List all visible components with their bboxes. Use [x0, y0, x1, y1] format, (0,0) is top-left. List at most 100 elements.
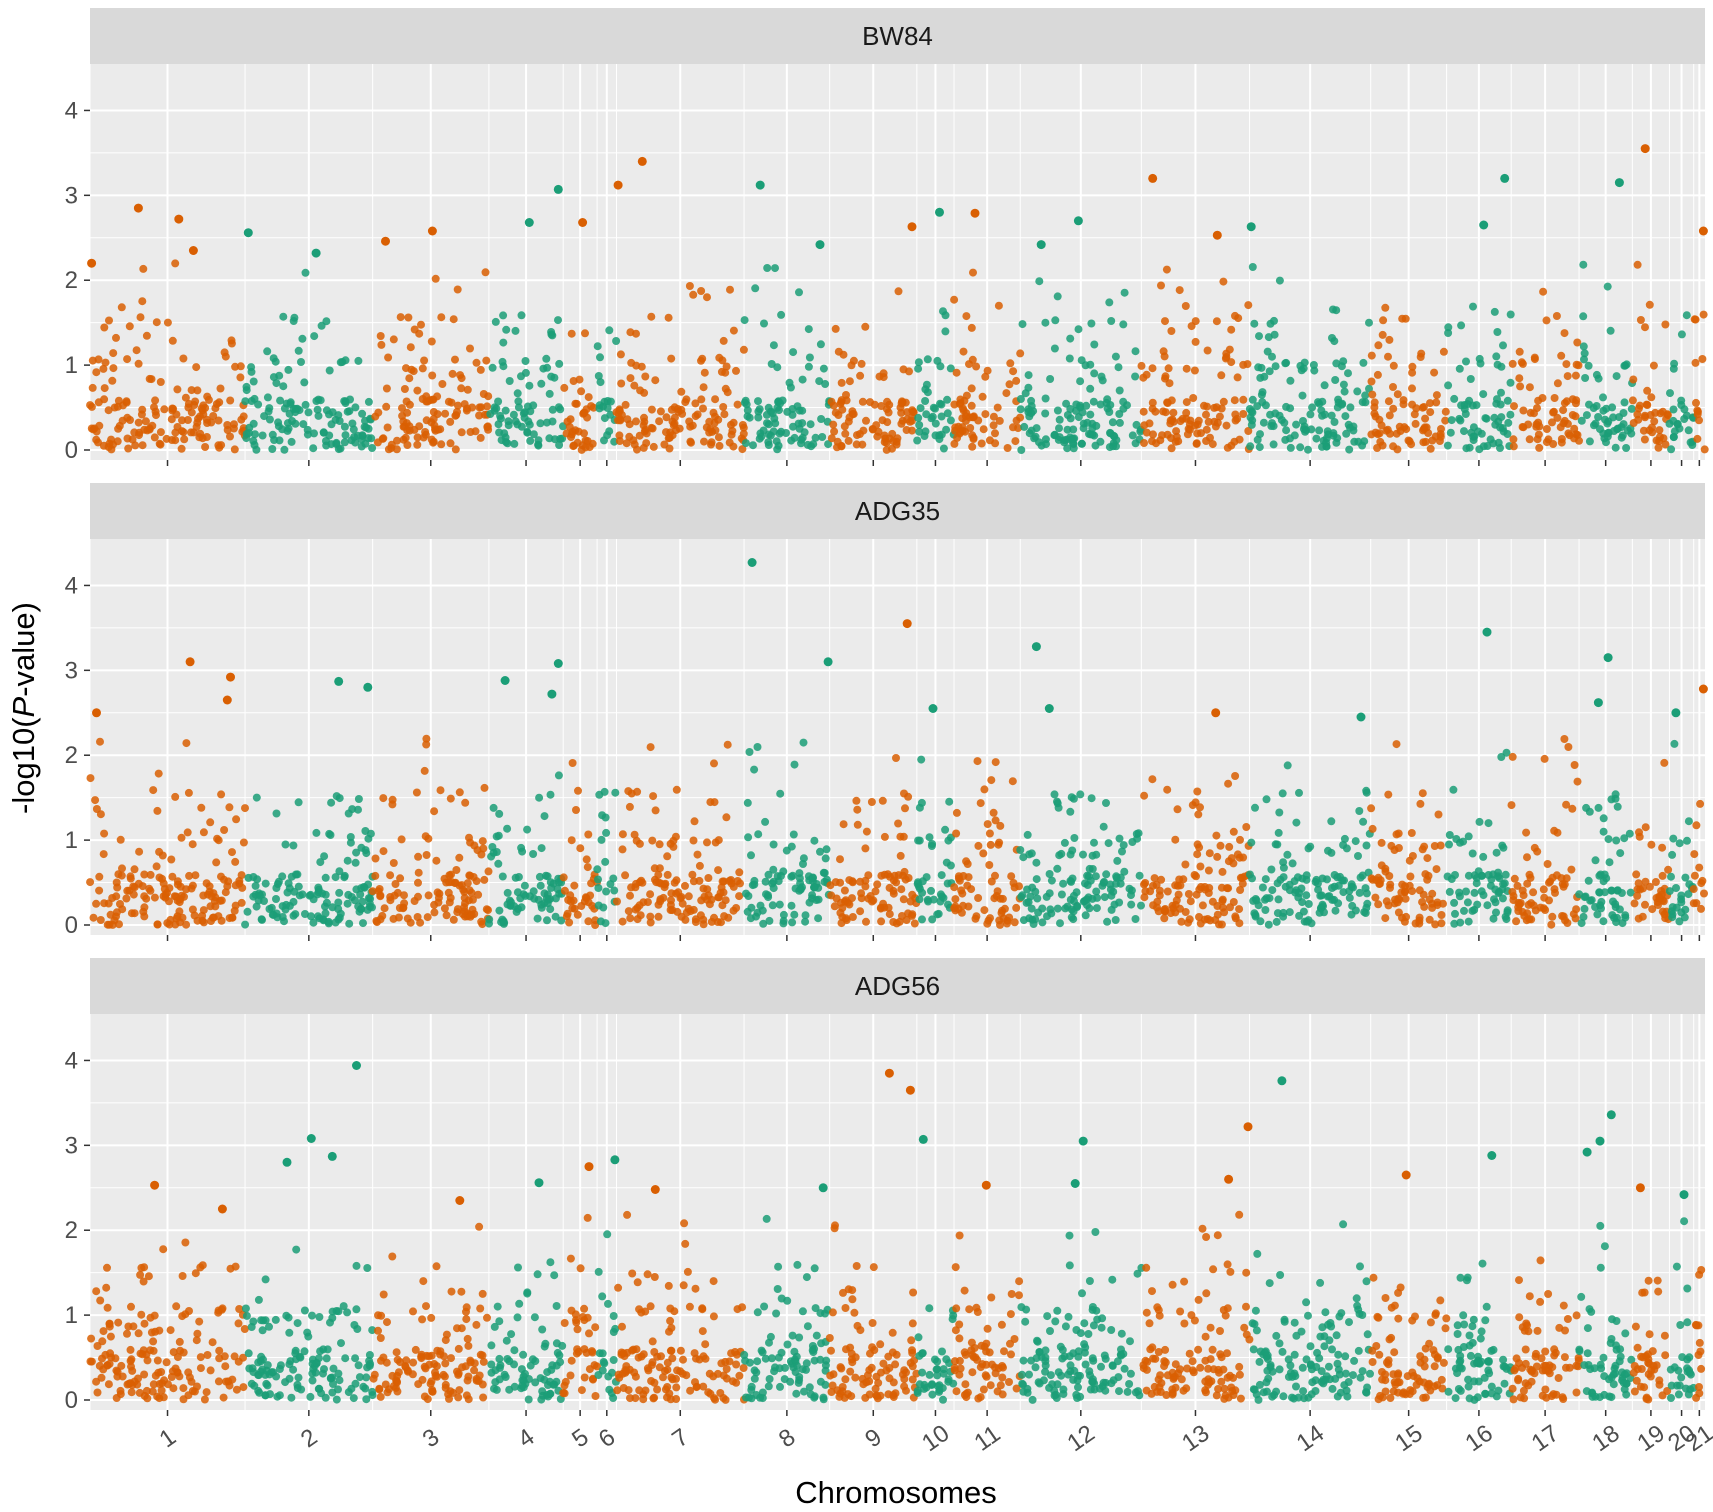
snp-point — [1445, 887, 1454, 896]
snp-point — [774, 441, 783, 450]
snp-point — [1026, 892, 1035, 901]
snp-point — [491, 1366, 500, 1375]
snp-point — [274, 418, 283, 427]
snp-point — [1579, 912, 1588, 921]
snp-point — [747, 1394, 756, 1403]
snp-point — [558, 1341, 567, 1350]
snp-point — [1274, 895, 1283, 904]
snp-point — [1028, 1395, 1037, 1404]
snp-point — [1328, 1345, 1336, 1354]
snp-point — [1154, 1348, 1163, 1356]
snp-point — [1620, 834, 1629, 843]
snp-point — [1585, 437, 1594, 446]
snp-point — [1133, 1269, 1142, 1278]
snp-point — [1464, 917, 1473, 926]
snp-point — [1605, 858, 1614, 867]
snp-point — [396, 874, 405, 883]
facet-title: BW84 — [862, 21, 933, 51]
snp-point — [187, 884, 196, 893]
snp-point — [428, 395, 437, 404]
snp-point — [986, 914, 994, 923]
snp-point — [1658, 843, 1667, 852]
snp-point — [140, 912, 149, 921]
snp-point — [995, 416, 1004, 425]
snp-point — [1355, 807, 1364, 815]
peak-snp-point — [243, 228, 253, 238]
snp-point — [1695, 863, 1704, 872]
snp-point — [1060, 838, 1069, 847]
snp-point — [1283, 850, 1292, 859]
snp-point — [195, 433, 204, 442]
snp-point — [1506, 378, 1515, 387]
snp-point — [1423, 854, 1432, 863]
snp-point — [108, 894, 117, 902]
snp-point — [857, 359, 866, 368]
snp-point — [293, 870, 302, 879]
snp-point — [322, 1354, 331, 1363]
snp-point — [1408, 368, 1417, 377]
snp-point — [329, 1380, 337, 1388]
snp-point — [1097, 1362, 1105, 1371]
snp-point — [1619, 420, 1628, 429]
snp-point — [917, 798, 926, 807]
snp-point — [991, 758, 1000, 767]
snp-point — [159, 892, 168, 901]
snp-point — [432, 1262, 441, 1271]
snp-point — [109, 440, 117, 449]
snp-point — [1607, 886, 1616, 895]
snp-point — [1570, 434, 1579, 443]
snp-point — [938, 1384, 947, 1393]
snp-point — [543, 872, 552, 881]
snp-point — [1542, 438, 1551, 447]
snp-point — [130, 909, 139, 918]
snp-point — [560, 1319, 569, 1327]
snp-point — [780, 1375, 789, 1384]
snp-point — [336, 444, 345, 453]
snp-point — [1375, 879, 1384, 888]
snp-point — [1099, 1378, 1108, 1387]
snp-point — [1051, 316, 1060, 325]
snp-point — [753, 743, 762, 751]
snp-point — [839, 820, 848, 829]
snp-point — [1457, 321, 1466, 330]
snp-point — [1086, 360, 1095, 369]
snp-point — [1399, 396, 1408, 405]
snp-point — [236, 373, 245, 382]
snp-point — [112, 878, 121, 887]
peak-snp-point — [1614, 178, 1624, 188]
snp-point — [92, 1377, 101, 1386]
snp-point — [457, 1287, 466, 1296]
snp-point — [1492, 908, 1500, 917]
snp-point — [1592, 370, 1601, 379]
snp-point — [761, 877, 770, 886]
snp-point — [1370, 398, 1379, 407]
snp-point — [96, 810, 105, 819]
snp-point — [1430, 842, 1439, 850]
snp-point — [1408, 384, 1416, 393]
snp-point — [1244, 427, 1253, 435]
snp-point — [1304, 916, 1313, 925]
snp-point — [1032, 424, 1041, 433]
snp-point — [1418, 898, 1427, 907]
snp-point — [1513, 881, 1522, 890]
snp-point — [968, 442, 977, 451]
snp-point — [1499, 843, 1508, 852]
snp-point — [1225, 842, 1234, 851]
snp-point — [861, 322, 870, 331]
snp-point — [1196, 1363, 1205, 1372]
snp-point — [1681, 873, 1690, 882]
snp-point — [315, 1313, 324, 1321]
snp-point — [967, 1346, 976, 1355]
snp-point — [758, 1348, 767, 1357]
snp-point — [1436, 430, 1445, 438]
snp-point — [548, 405, 557, 414]
snp-point — [729, 442, 738, 451]
peak-snp-point — [222, 695, 232, 705]
snp-point — [612, 337, 621, 345]
snp-point — [1081, 1360, 1090, 1369]
snp-point — [974, 841, 983, 850]
snp-point — [1022, 898, 1031, 907]
snp-point — [166, 1326, 175, 1335]
snp-point — [358, 432, 367, 441]
snp-point — [892, 440, 901, 449]
